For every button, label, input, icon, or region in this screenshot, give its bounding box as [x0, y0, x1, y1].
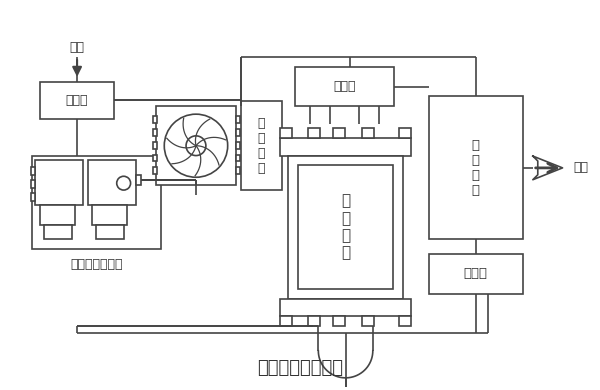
- Text: 分离阀: 分离阀: [334, 80, 356, 93]
- Bar: [31, 193, 35, 201]
- Bar: [236, 142, 239, 149]
- Bar: [154, 154, 157, 161]
- Bar: [280, 298, 411, 316]
- Text: 分
子
筛
塔: 分 子 筛 塔: [341, 193, 350, 261]
- Text: 氧气: 氧气: [573, 161, 588, 174]
- Bar: [32, 156, 161, 249]
- Text: 过滤器: 过滤器: [66, 94, 88, 107]
- Bar: [154, 116, 157, 123]
- Bar: [40, 82, 114, 119]
- Text: 氧气机原理示例图: 氧气机原理示例图: [257, 358, 343, 376]
- Bar: [31, 167, 35, 175]
- Text: 无油空气压缩机: 无油空气压缩机: [71, 257, 123, 271]
- Bar: [295, 67, 394, 106]
- Bar: [362, 316, 374, 326]
- Bar: [154, 129, 157, 136]
- Bar: [298, 165, 393, 289]
- Text: 空气: 空气: [70, 41, 85, 54]
- Bar: [236, 129, 239, 136]
- Bar: [88, 161, 136, 205]
- Bar: [154, 167, 157, 174]
- Bar: [154, 142, 157, 149]
- Bar: [241, 101, 282, 190]
- Bar: [280, 138, 411, 156]
- Bar: [44, 225, 72, 239]
- Bar: [92, 205, 127, 225]
- Bar: [308, 128, 320, 138]
- Bar: [288, 156, 403, 298]
- Text: 冷
却
系
统: 冷 却 系 统: [257, 117, 265, 175]
- Bar: [332, 128, 344, 138]
- Bar: [40, 205, 75, 225]
- Circle shape: [117, 176, 131, 190]
- Text: 湿
化
水
箱: 湿 化 水 箱: [472, 139, 480, 197]
- Bar: [236, 116, 239, 123]
- Bar: [236, 154, 239, 161]
- Bar: [399, 128, 411, 138]
- Bar: [429, 96, 523, 239]
- Bar: [429, 254, 523, 294]
- Bar: [280, 128, 292, 138]
- Bar: [280, 316, 292, 326]
- Bar: [157, 106, 236, 185]
- Bar: [236, 167, 239, 174]
- Circle shape: [164, 114, 227, 177]
- Bar: [362, 128, 374, 138]
- Text: 控制阀: 控制阀: [464, 268, 488, 280]
- Bar: [308, 316, 320, 326]
- Bar: [399, 316, 411, 326]
- Bar: [96, 225, 124, 239]
- Circle shape: [186, 136, 206, 156]
- Bar: [35, 161, 83, 205]
- Bar: [31, 180, 35, 188]
- Bar: [136, 175, 142, 185]
- Bar: [332, 316, 344, 326]
